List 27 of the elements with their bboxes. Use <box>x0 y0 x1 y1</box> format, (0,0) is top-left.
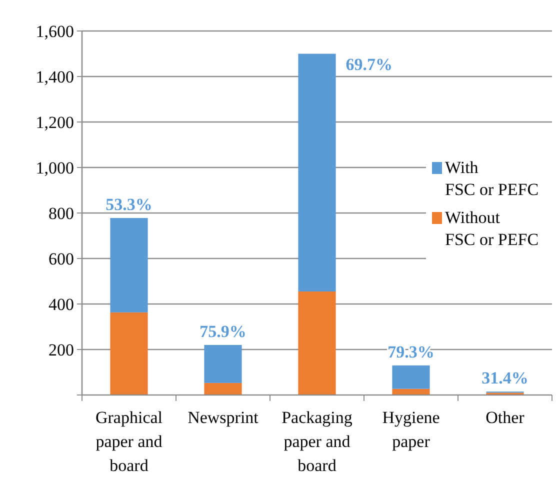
x-tick-label: Newsprint <box>188 408 259 427</box>
annotation: 31.4% <box>482 368 528 388</box>
bar <box>392 388 430 395</box>
x-tick-label: Hygiene paper <box>382 408 440 451</box>
annotation: 53.3% <box>106 195 152 214</box>
y-tick-label: 400 <box>48 295 74 314</box>
bar <box>392 365 430 389</box>
annotation: 75.9% <box>200 322 246 341</box>
y-tick-label: 1,000 <box>36 158 74 178</box>
legend-label: Without FSC or PEFC <box>445 208 539 249</box>
y-tick-label: 200 <box>48 340 74 360</box>
x-tick-label: Other <box>486 408 525 427</box>
x-tick-label: Graphical paper and board <box>95 408 163 475</box>
bar <box>110 218 148 312</box>
bar <box>298 291 336 395</box>
y-tick-label: 1,200 <box>36 113 74 132</box>
bar <box>110 312 148 395</box>
legend-label: With FSC or PEFC <box>445 158 539 199</box>
bar <box>298 54 336 292</box>
bar <box>204 382 242 395</box>
x-tick-label: Packaging paper and board <box>282 408 353 475</box>
annotation: 69.7% <box>346 54 393 74</box>
y-tick-label: 800 <box>48 204 74 223</box>
y-tick-label: 600 <box>48 250 74 268</box>
y-tick-label: 1,600 <box>36 22 74 41</box>
y-tick-label: 1,400 <box>36 68 74 86</box>
bar <box>204 344 242 383</box>
